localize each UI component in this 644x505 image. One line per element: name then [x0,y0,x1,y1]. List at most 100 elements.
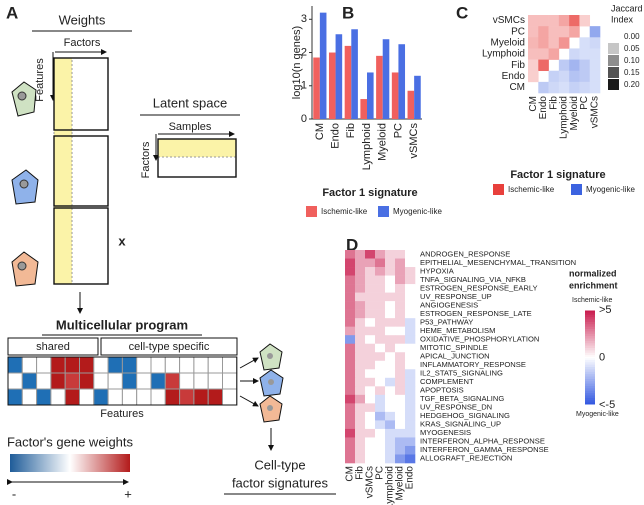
column-label: Endo [405,466,416,490]
program-cell [179,388,195,406]
program-cell [21,356,38,374]
bar [398,44,406,119]
colorbar-step [585,359,595,363]
y-tick-label: 1 [301,80,307,92]
heat-cell [405,411,416,421]
heat-cell [569,81,580,94]
heat-cell [345,377,356,387]
y-axis-title: log10(n genes) [291,26,303,99]
program-cell [64,372,80,390]
colorbar-step [585,355,595,358]
heat-cell [355,318,366,327]
heat-cell [395,284,406,293]
program-cell [107,356,123,374]
row-label: APICAL_JUNCTION [420,352,490,361]
row-label: IL2_STAT5_SIGNALING [420,369,503,378]
heat-cell [528,48,539,60]
heat-cell [385,411,396,421]
heat-cell [395,343,406,353]
legend-key [608,55,619,66]
factor-strip [157,138,237,158]
program-cell [79,388,95,406]
y-tick-label: 0 [301,113,307,125]
latent-title: Latent space [153,95,227,110]
program-cell [93,388,109,406]
heat-cell [355,411,366,421]
colorbar-step [585,345,595,349]
heat-cell [365,309,376,319]
legend-key [608,43,619,54]
heat-cell [579,59,591,72]
row-label: INTERFERON_ALPHA_RESPONSE [420,437,545,446]
row-label: Lymphoid [482,49,525,60]
colorbar-step [585,388,595,392]
heat-cell [345,267,356,276]
panel-a: A Weights Factors Features x Latent spac… [6,3,336,501]
colorbar-step [585,326,595,330]
heat-cell [589,37,601,49]
program-border [7,356,238,406]
program-cell [64,388,80,406]
samples-label: Samples [169,121,212,133]
weights-block [53,207,109,285]
program-cell [50,388,66,406]
heat-cell [385,309,396,319]
heat-cell [405,309,416,319]
heat-cell [569,15,580,27]
heat-cell [385,360,396,370]
arrow [239,357,259,369]
heat-cell [385,386,396,396]
heat-cell [528,37,539,49]
heat-cell [548,15,560,27]
heat-cell [405,454,416,464]
heat-cell [395,318,406,327]
heat-cell [355,335,366,345]
y-tick-label: 3 [301,13,307,25]
colorbar-step [585,324,595,328]
program-cell [21,388,38,406]
legend-key [608,67,619,78]
signatures-label: factor signatures [232,475,329,490]
weights-title: Weights [59,12,106,27]
gene-weights-title: Factor's gene weights [7,434,134,449]
heat-cell [345,420,356,430]
heat-cell [345,369,356,379]
heat-cell [375,428,386,438]
x-tick-label: Endo [329,123,341,149]
heat-cell [569,59,580,72]
program-cell [36,388,52,406]
heat-cell [538,37,549,49]
row-label: Endo [502,71,526,82]
heat-cell [385,437,396,447]
heat-cell [345,326,356,336]
heat-cell [538,15,549,27]
program-cell [207,372,223,390]
colorbar-step [585,340,595,344]
heat-cell [375,445,386,455]
heat-cell [355,454,366,464]
program-cell [121,372,138,390]
heat-cell [375,420,386,430]
column-label: Lymphoid [385,466,396,505]
heat-cell [548,70,560,83]
legend-key-label: 0.00 [624,32,640,41]
heat-cell [395,352,406,362]
bar [367,72,374,119]
heat-cell [395,386,406,396]
colorbar-step [585,310,595,313]
heat-cell [355,326,366,336]
heat-cell [365,250,376,259]
heat-cell [375,377,386,387]
heat-cell [375,352,386,362]
heat-cell [355,352,366,362]
program-cell [7,388,23,406]
heat-cell [365,377,376,387]
nucleus [17,91,27,101]
column-label: Lymphoid [559,96,570,139]
heat-cell [395,403,406,413]
heat-cell [405,377,416,387]
column-label: Myeloid [569,96,580,130]
colorbar-step [585,348,595,351]
heat-cell [355,386,366,396]
legend-title: normalized [569,268,617,278]
